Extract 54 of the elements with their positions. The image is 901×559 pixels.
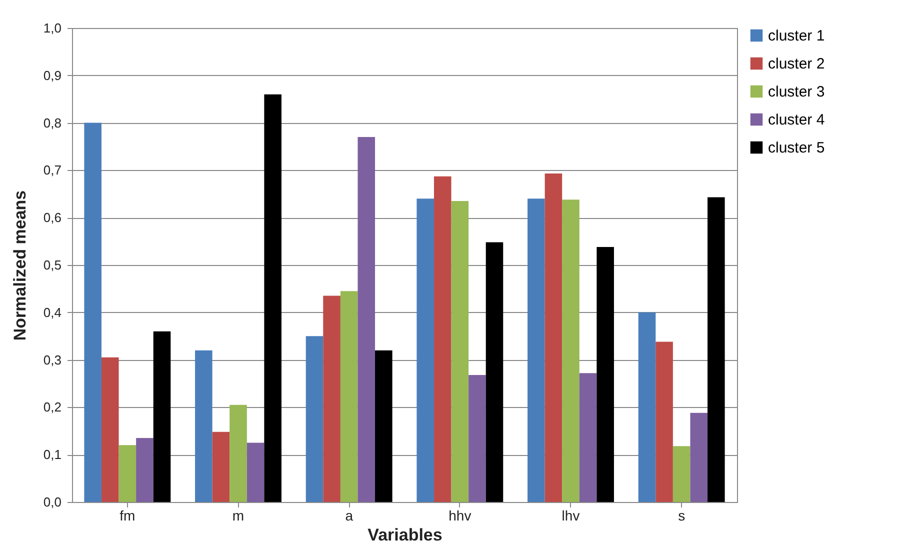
bar — [375, 350, 392, 502]
bar — [434, 176, 452, 502]
legend-label: cluster 4 — [768, 112, 825, 128]
bar — [638, 312, 656, 502]
bar — [101, 357, 119, 502]
bar — [136, 438, 154, 502]
x-tick-label: fm — [120, 508, 136, 524]
y-tick-label: 0,5 — [43, 258, 62, 272]
y-tick-label: 0,0 — [43, 494, 62, 510]
x-tick-label: s — [678, 508, 686, 524]
bar — [358, 137, 376, 502]
bar — [544, 174, 562, 502]
y-tick-label: 0,1 — [43, 447, 62, 462]
x-tick-label: lhv — [562, 508, 580, 524]
bar — [323, 296, 340, 502]
bar — [84, 122, 102, 502]
bar — [656, 342, 673, 502]
legend-label: cluster 5 — [768, 140, 825, 156]
y-tick-label: 0,2 — [43, 400, 62, 415]
bar — [562, 200, 580, 502]
bar — [468, 374, 486, 502]
bar — [153, 331, 171, 502]
bar — [195, 350, 212, 502]
bar — [212, 432, 230, 502]
legend-label: cluster 1 — [768, 28, 825, 44]
bar — [528, 198, 545, 502]
bar — [416, 198, 434, 502]
bar — [579, 373, 597, 502]
y-tick-label: 0,8 — [43, 115, 62, 130]
x-tick-label: m — [232, 508, 244, 524]
bar — [264, 94, 282, 502]
y-tick-label: 0,4 — [43, 304, 62, 320]
bar — [486, 242, 504, 502]
y-tick-label: 0,3 — [43, 352, 62, 368]
bar — [451, 201, 469, 502]
bar — [118, 445, 136, 502]
y-tick-label: 1,0 — [43, 20, 62, 36]
x-tick-label: a — [345, 508, 354, 524]
bar — [246, 442, 264, 502]
bar — [230, 404, 247, 502]
bar — [340, 291, 358, 502]
legend-label: cluster 3 — [768, 84, 825, 100]
y-axis-title: Normalized means — [10, 190, 30, 341]
y-tick-label: 0,6 — [43, 210, 62, 226]
bar — [596, 246, 614, 502]
bar — [708, 197, 725, 502]
bar — [306, 336, 324, 502]
bar — [672, 446, 690, 502]
x-axis-title: Variables — [368, 526, 442, 544]
y-tick-label: 0,9 — [43, 68, 62, 83]
legend-label: cluster 2 — [768, 56, 825, 72]
bar — [690, 412, 708, 502]
x-tick-label: hhv — [448, 508, 472, 524]
y-tick-label: 0,7 — [43, 162, 62, 178]
